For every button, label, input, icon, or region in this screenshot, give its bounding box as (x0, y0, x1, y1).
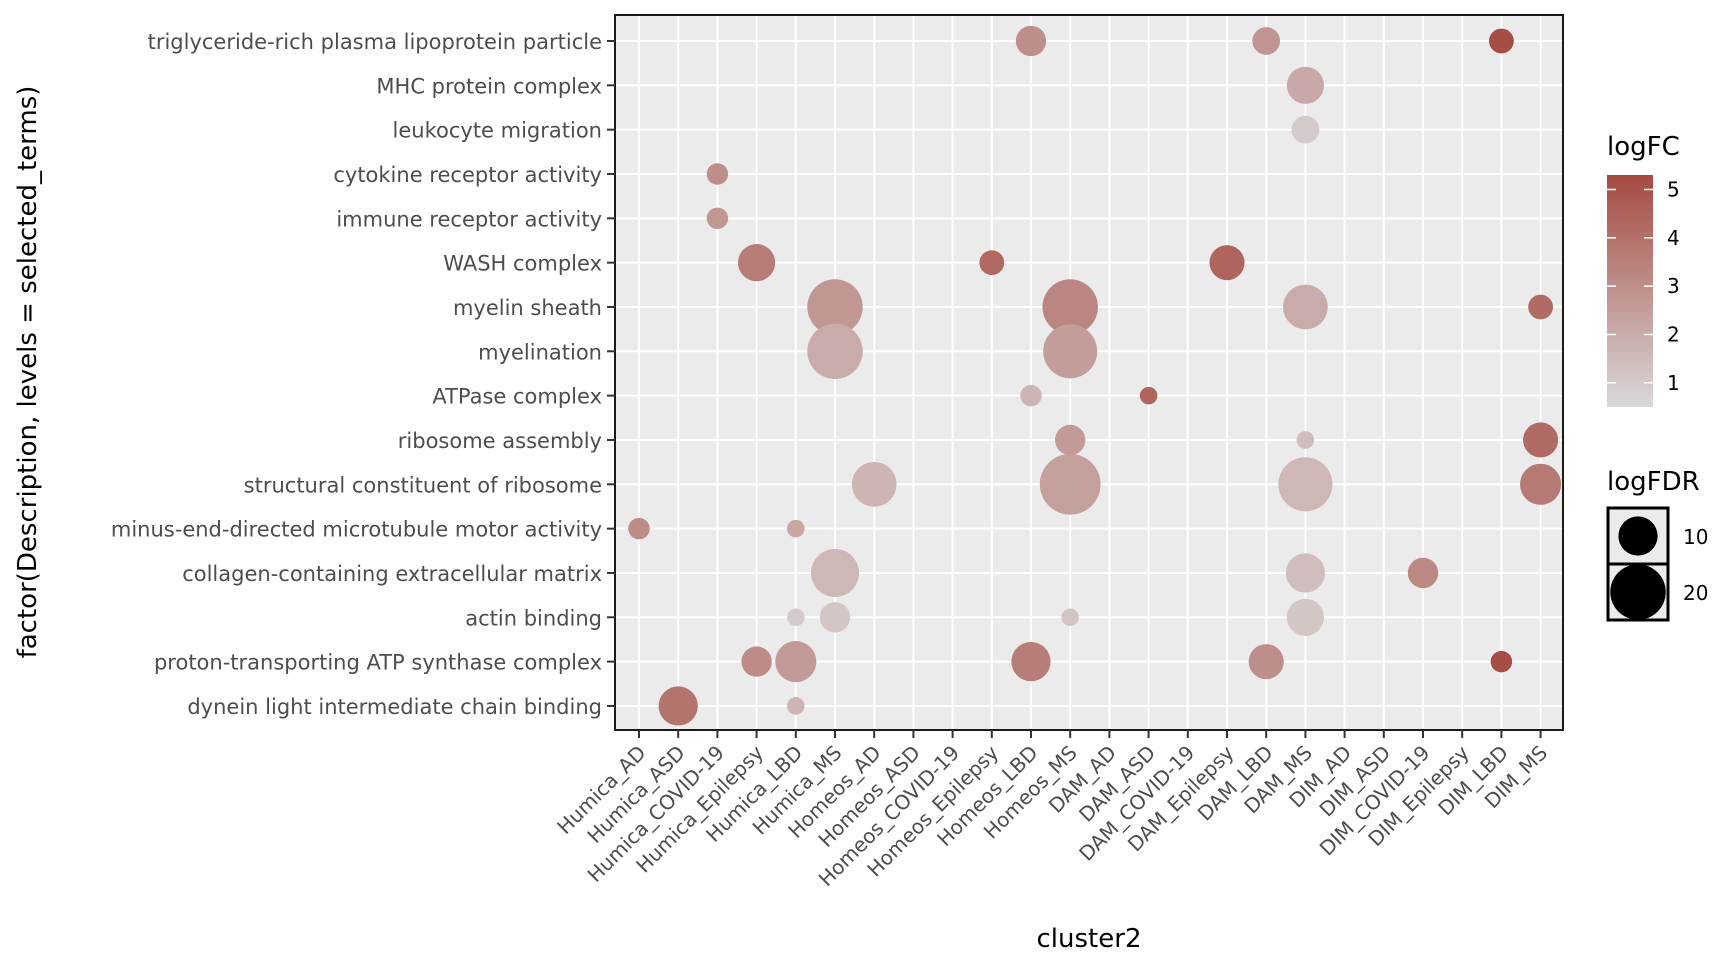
size-legend: logFDR 10 20 (1606, 467, 1708, 622)
data-point (741, 646, 772, 677)
color-legend: logFC 1 2 3 4 5 (1607, 132, 1680, 407)
color-tick-label: 3 (1667, 274, 1680, 298)
data-point (628, 517, 650, 540)
size-key-dot (1610, 564, 1666, 620)
data-point (1523, 422, 1559, 458)
data-point (979, 250, 1005, 276)
y-axis-title: factor(Description, levels = selected_te… (13, 86, 43, 659)
data-point (1020, 384, 1042, 407)
color-tick-label: 2 (1667, 323, 1680, 347)
y-tick-label: myelination (478, 340, 602, 364)
data-point (658, 686, 698, 726)
data-point (1209, 245, 1245, 281)
data-point (1015, 25, 1047, 57)
data-point (1407, 557, 1439, 589)
y-tick-label: cytokine receptor activity (333, 163, 602, 187)
y-tick-label: structural constituent of ribosome (244, 473, 602, 497)
data-point (1283, 284, 1328, 330)
y-tick-label: actin binding (465, 606, 602, 630)
data-point (706, 163, 729, 185)
data-point (1520, 463, 1562, 505)
data-point (810, 548, 860, 597)
y-tick-label: dynein light intermediate chain binding (187, 695, 602, 719)
data-point (738, 244, 776, 282)
x-axis-title: cluster2 (1037, 924, 1142, 954)
data-point (1286, 598, 1324, 636)
size-key-dot (1618, 516, 1658, 556)
y-tick-label: collagen-containing extracellular matrix (182, 562, 602, 586)
color-tick-label: 5 (1667, 178, 1680, 202)
size-key-label: 10 (1683, 525, 1708, 549)
data-point (1039, 453, 1101, 515)
y-tick-label: triglyceride-rich plasma lipoprotein par… (148, 30, 602, 54)
data-point (1139, 386, 1158, 405)
y-tick-label: WASH complex (443, 252, 602, 276)
y-tick-label: leukocyte migration (393, 119, 602, 143)
color-bar (1607, 175, 1653, 407)
data-point (1042, 279, 1098, 335)
plot-panel (615, 15, 1563, 730)
data-point (807, 279, 863, 335)
y-tick-label: MHC protein complex (376, 74, 602, 98)
y-tick-label: ribosome assembly (398, 429, 602, 453)
data-point (1286, 66, 1324, 104)
data-point (1291, 115, 1320, 144)
y-tick-label: ATPase complex (432, 385, 602, 409)
data-point (1296, 431, 1315, 449)
plot-border (614, 14, 1564, 731)
data-point (1055, 424, 1086, 456)
data-point (819, 602, 851, 633)
data-point (1489, 28, 1514, 54)
data-point (706, 207, 729, 230)
color-tick-label: 4 (1667, 226, 1680, 250)
data-point (787, 608, 805, 627)
data-point (775, 641, 817, 683)
data-point (1528, 294, 1553, 320)
data-point (851, 461, 897, 507)
data-point (1278, 457, 1333, 512)
size-key-label: 20 (1683, 581, 1708, 605)
data-point (1252, 27, 1281, 55)
data-point (1490, 650, 1513, 673)
data-point (1043, 324, 1098, 379)
y-tick-label: immune receptor activity (336, 207, 602, 231)
data-point (1061, 608, 1079, 627)
points (628, 25, 1562, 726)
y-tick-label: minus-end-directed microtubule motor act… (111, 518, 602, 542)
grid (615, 15, 1563, 730)
color-tick-label: 1 (1667, 371, 1680, 395)
size-legend-title: logFDR (1607, 467, 1700, 497)
data-point (807, 323, 863, 380)
data-point (787, 519, 805, 538)
data-point (787, 697, 805, 715)
data-point (1011, 642, 1051, 682)
data-point (1285, 553, 1326, 593)
data-point (1248, 644, 1284, 680)
y-tick-label: proton-transporting ATP synthase complex (154, 651, 602, 675)
y-tick-label: myelin sheath (453, 296, 602, 320)
color-legend-title: logFC (1607, 132, 1680, 162)
